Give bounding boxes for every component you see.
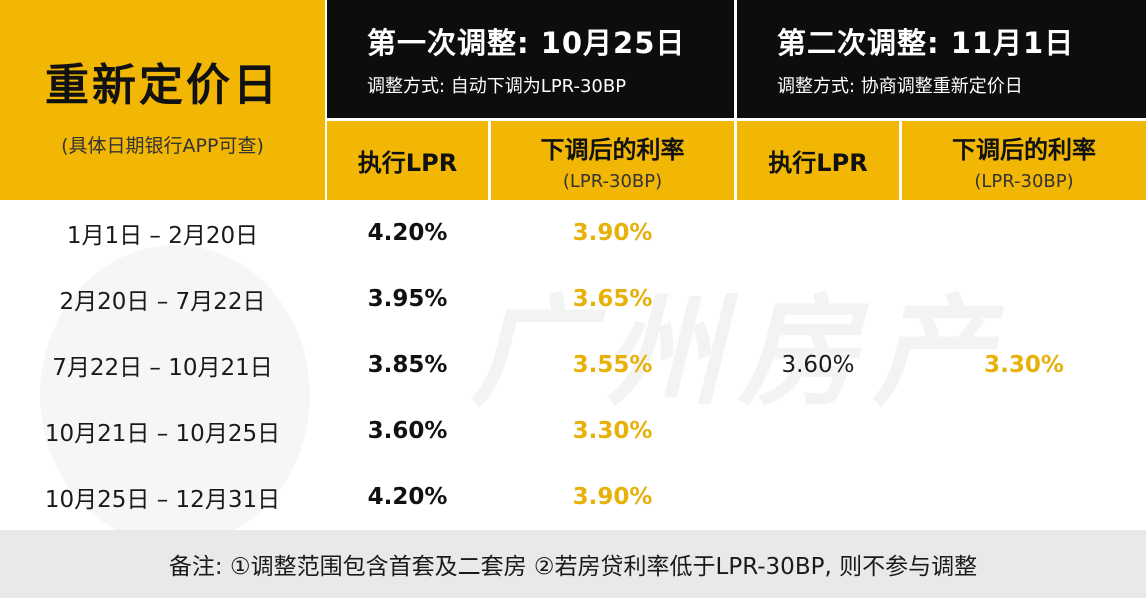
lpr-value: 3.85% (367, 352, 448, 378)
lpr-value: 4.20% (367, 220, 448, 246)
page-subtitle: (具体日期银行APP可查) (61, 134, 264, 157)
lpr-value: 4.20% (367, 484, 448, 510)
round1-rate-header: 下调后的利率 (LPR-30BP) (491, 121, 734, 200)
adjusted-rate-value: 3.55% (572, 352, 653, 378)
round2-lpr-header: 执行LPR (737, 121, 899, 200)
adjusted-rate-value: 3.30% (572, 418, 653, 444)
date-range: 7月22日 – 10月21日 (52, 355, 273, 381)
round2-rate-value: 3.30% (984, 352, 1064, 378)
date-range: 10月21日 – 10月25日 (44, 421, 281, 447)
round1-lpr-header: 执行LPR (327, 121, 488, 200)
table-row: 1月1日 – 2月20日 4.20% 3.90% (0, 200, 734, 266)
title-block: 重新定价日 (具体日期银行APP可查) (0, 0, 325, 200)
date-range: 10月25日 – 12月31日 (44, 487, 281, 513)
column-header-label: 下调后的利率 (540, 135, 685, 164)
column-header-label: 执行LPR (357, 149, 458, 177)
lpr-value: 3.95% (367, 286, 448, 312)
footer-note: 备注: ①调整范围包含首套及二套房 ②若房贷利率低于LPR-30BP, 则不参与… (0, 530, 1146, 598)
round2-title: 第二次调整: 11月1日 (777, 26, 1075, 60)
column-header-label: 下调后的利率 (952, 135, 1096, 164)
round2-header: 第二次调整: 11月1日 调整方式: 协商调整重新定价日 (737, 0, 1146, 118)
watermark-mascot (40, 245, 310, 545)
table-row: 2月20日 – 7月22日 3.95% 3.65% (0, 266, 734, 332)
round1-title: 第一次调整: 10月25日 (367, 26, 686, 60)
date-range: 1月1日 – 2月20日 (66, 223, 259, 249)
round1-method: 调整方式: 自动下调为LPR-30BP (367, 76, 627, 97)
table-row: 10月25日 – 12月31日 4.20% 3.90% (0, 464, 734, 530)
adjusted-rate-value: 3.90% (572, 484, 653, 510)
watermark-text: 广州房产 (470, 284, 1006, 423)
table-row: 7月22日 – 10月21日 3.85% 3.55% (0, 332, 734, 398)
round2-lpr-value: 3.60% (781, 352, 855, 378)
adjusted-rate-value: 3.90% (572, 220, 653, 246)
table-row: 10月21日 – 10月25日 3.60% 3.30% (0, 398, 734, 464)
round2-rate-header: 下调后的利率 (LPR-30BP) (902, 121, 1146, 200)
column-header-sublabel: (LPR-30BP) (562, 170, 663, 192)
round2-method: 调整方式: 协商调整重新定价日 (777, 76, 1023, 97)
page-title: 重新定价日 (45, 59, 280, 111)
round1-header: 第一次调整: 10月25日 调整方式: 自动下调为LPR-30BP (327, 0, 734, 118)
lpr-value: 3.60% (367, 418, 448, 444)
column-header-label: 执行LPR (768, 149, 868, 177)
date-range: 2月20日 – 7月22日 (59, 289, 266, 315)
column-header-sublabel: (LPR-30BP) (974, 170, 1074, 192)
adjusted-rate-value: 3.65% (572, 286, 653, 312)
